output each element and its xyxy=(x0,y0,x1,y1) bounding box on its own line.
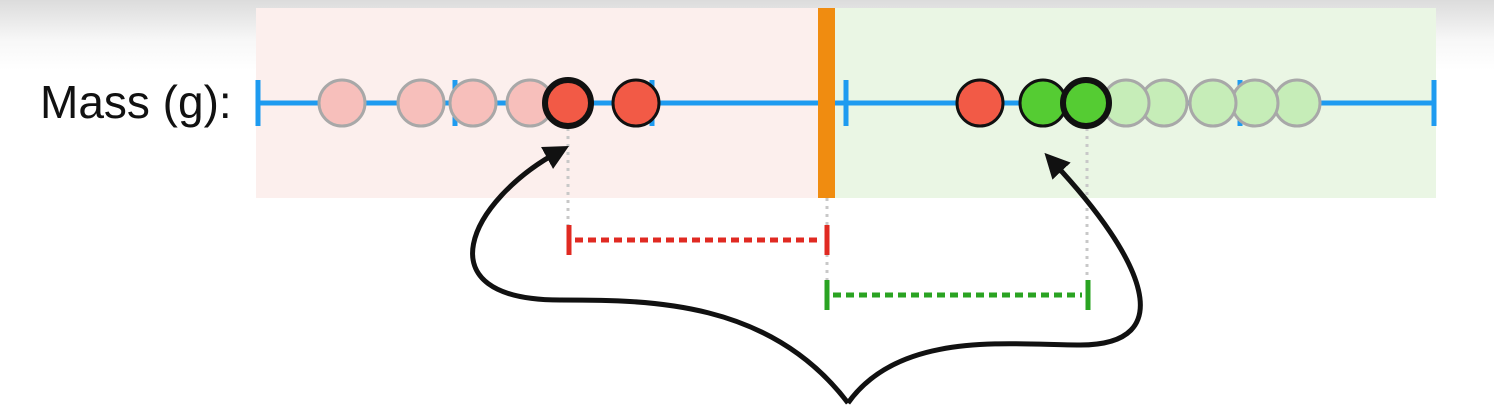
faded-red-points xyxy=(317,78,555,128)
red-point xyxy=(611,78,661,128)
faded-green-point xyxy=(1272,78,1322,128)
red-points xyxy=(542,77,1005,129)
green-points xyxy=(1018,77,1112,129)
threshold-bar xyxy=(818,8,835,198)
green-gap-bracket xyxy=(824,280,1091,310)
axis-label: Mass (g): xyxy=(40,76,232,128)
red-point xyxy=(955,78,1005,128)
red-gap-bracket xyxy=(566,225,830,255)
faded-red-point xyxy=(317,78,367,128)
faded-red-point xyxy=(448,78,498,128)
faded-green-points xyxy=(1101,78,1322,128)
selected-green-point xyxy=(1060,77,1112,129)
green-point xyxy=(1018,78,1068,128)
faded-red-point xyxy=(396,78,446,128)
left-curved-arrow xyxy=(470,146,850,405)
faded-green-point xyxy=(1230,78,1280,128)
selected-red-point xyxy=(542,77,594,129)
faded-green-point xyxy=(1188,78,1238,128)
right-curved-arrow xyxy=(845,152,1143,405)
